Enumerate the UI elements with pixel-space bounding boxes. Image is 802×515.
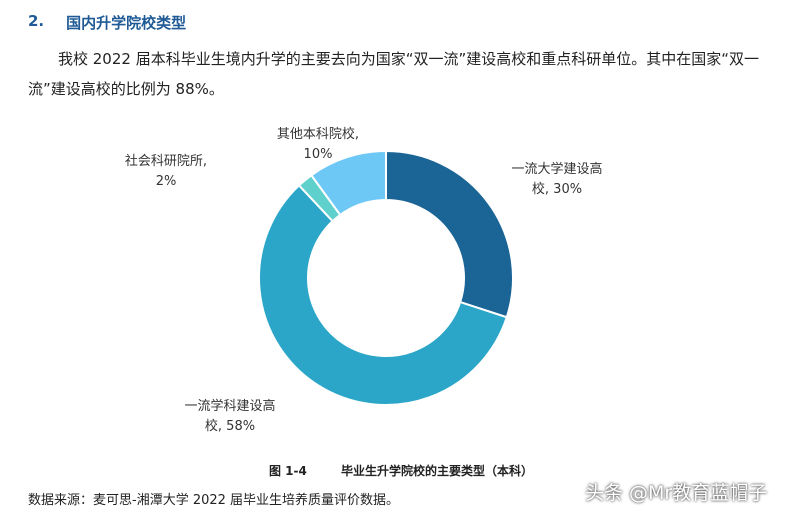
donut-chart: 一流大学建设高校, 30% 一流学科建设高校, 58% 社会科研院所, 2% 其他本科院… (125, 126, 603, 434)
slice-1 (385, 149, 514, 319)
section-number: 2. (28, 12, 45, 30)
section-title: 国内升学院校类型 (66, 14, 187, 32)
slice-label-4: 其他本科院校, 10% (277, 126, 359, 162)
slice-4 (309, 149, 387, 217)
figure-caption: 图 1-4 毕业生升学院校的主要类型（本科） (0, 462, 802, 479)
section-heading: 2. 国内升学院校类型 (28, 12, 186, 33)
slice-label-3: 社会科研院所, 2% (125, 153, 207, 189)
slice-2 (258, 184, 509, 406)
slice-label-2: 一流学科建设高校, 58% (184, 398, 275, 434)
body-paragraph: 我校 2022 届本科毕业生境内升学的主要去向为国家“双一流”建设高校和重点科研… (28, 50, 760, 98)
slice-label-1: 一流大学建设高校, 30% (511, 161, 602, 197)
data-source-note: 数据来源：麦可思-湘潭大学 2022 届毕业生培养质量评价数据。 (28, 493, 400, 508)
figure-title: 毕业生升学院校的主要类型（本科） (341, 464, 534, 478)
figure-number: 图 1-4 (268, 464, 307, 478)
watermark: 头条 @Mr教育蓝帽子 (585, 482, 768, 504)
